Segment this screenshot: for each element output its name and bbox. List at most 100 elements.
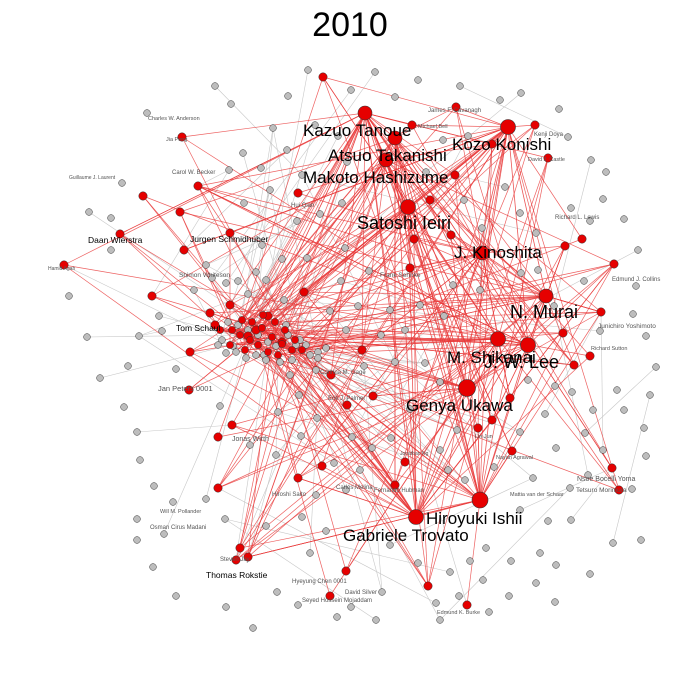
red-edge-228 xyxy=(415,124,536,518)
red-edge-392 xyxy=(491,344,529,421)
gray-node-118 xyxy=(306,549,314,557)
gray-node-18 xyxy=(149,563,157,571)
red-edge-387 xyxy=(372,338,499,397)
red-edge-368 xyxy=(409,252,483,269)
gray-node-125 xyxy=(552,561,560,569)
red-edge-328 xyxy=(231,137,396,426)
red-node-3 xyxy=(487,139,497,149)
gray-node-158 xyxy=(599,446,607,454)
red-edge-444 xyxy=(241,319,429,587)
red-edge-164 xyxy=(454,174,483,254)
gray-node-176 xyxy=(567,204,575,212)
red-edge-382 xyxy=(409,267,468,389)
gray-edge-82 xyxy=(217,487,437,604)
red-edge-266 xyxy=(385,159,615,265)
gray-node-114 xyxy=(202,495,210,503)
red-edge-216 xyxy=(545,295,602,313)
red-edge-225 xyxy=(407,174,456,208)
gray-node-35 xyxy=(652,363,660,371)
gray-edge-5 xyxy=(425,92,522,173)
gray-node-146 xyxy=(356,466,364,474)
red-edge-352 xyxy=(303,291,547,297)
red-edge-247 xyxy=(364,112,431,201)
gray-node-86 xyxy=(449,281,457,289)
gray-node-134 xyxy=(377,331,385,339)
gray-node-123 xyxy=(455,592,463,600)
small-label-33: Kenji Doya xyxy=(534,132,564,138)
red-edge-331 xyxy=(364,112,513,452)
gray-edge-21 xyxy=(389,309,426,364)
gray-node-198 xyxy=(242,354,250,362)
small-label-31: David J. Castle xyxy=(528,157,565,163)
gray-node-201 xyxy=(276,358,284,366)
red-edge-132 xyxy=(415,126,509,518)
red-node-43 xyxy=(487,415,497,425)
gray-node-143 xyxy=(313,414,321,422)
red-node-26 xyxy=(227,420,237,430)
red-edge-350 xyxy=(142,195,529,346)
gray-node-5 xyxy=(143,109,151,117)
red-edge-149 xyxy=(479,344,529,501)
red-edge-130 xyxy=(507,126,529,346)
red-edge-314 xyxy=(188,206,409,391)
gray-node-167 xyxy=(334,132,342,140)
red-edge-201 xyxy=(497,332,564,340)
gray-node-45 xyxy=(555,105,563,113)
small-label-16: Carlos Melina xyxy=(336,485,373,491)
gray-node-30 xyxy=(637,536,645,544)
red-edge-332 xyxy=(294,159,387,341)
red-node-71 xyxy=(254,341,262,349)
red-edge-369 xyxy=(411,124,483,254)
big-label-6: N. Murai xyxy=(510,302,578,322)
gray-node-84 xyxy=(440,312,448,320)
red-edge-478 xyxy=(142,195,269,353)
red-node-35 xyxy=(243,552,253,562)
red-edge-255 xyxy=(497,338,620,491)
red-node-61 xyxy=(505,393,515,403)
gray-edge-52 xyxy=(262,69,309,316)
red-node-79 xyxy=(298,346,306,354)
gray-node-165 xyxy=(234,277,242,285)
gray-node-106 xyxy=(505,592,513,600)
red-edge-117 xyxy=(364,112,483,254)
red-edge-157 xyxy=(330,112,366,376)
gray-node-161 xyxy=(222,279,230,287)
red-edge-459 xyxy=(251,321,286,331)
red-edge-320 xyxy=(197,185,417,518)
gray-node-138 xyxy=(436,378,444,386)
red-edge-384 xyxy=(261,112,366,329)
small-label-4: Daan Wierstra xyxy=(88,235,143,245)
red-node-30 xyxy=(390,480,400,490)
gray-node-94 xyxy=(589,406,597,414)
gray-node-47 xyxy=(456,82,464,90)
red-edge-239 xyxy=(255,329,529,346)
red-edge-329 xyxy=(479,450,513,501)
red-node-80 xyxy=(259,311,267,319)
red-edge-128 xyxy=(481,126,509,254)
red-node-73 xyxy=(274,351,282,359)
red-edge-302 xyxy=(477,427,481,501)
red-edge-202 xyxy=(197,126,509,187)
red-edge-375 xyxy=(297,387,468,479)
small-label-10: Frank Sehnke xyxy=(380,272,421,279)
gray-node-115 xyxy=(169,498,177,506)
red-edge-409 xyxy=(183,126,509,251)
red-node-25 xyxy=(213,432,223,442)
gray-node-10 xyxy=(107,246,115,254)
gray-node-87 xyxy=(476,286,484,294)
big-node-3 xyxy=(378,152,394,168)
gray-node-27 xyxy=(551,598,559,606)
red-edge-367 xyxy=(497,338,511,399)
gray-node-136 xyxy=(391,358,399,366)
gray-node-73 xyxy=(124,362,132,370)
gray-node-164 xyxy=(208,274,216,282)
small-label-5: Jurgen Schmidhuber xyxy=(190,234,269,244)
big-label-4: Satoshi Ieiri xyxy=(357,213,451,233)
gray-node-28 xyxy=(586,570,594,578)
gray-edge-99 xyxy=(439,487,571,621)
red-edge-181 xyxy=(231,424,417,518)
red-node-5 xyxy=(177,132,187,142)
gray-edge-107 xyxy=(413,135,469,240)
gray-node-181 xyxy=(464,132,472,140)
gray-edge-18 xyxy=(211,89,352,279)
